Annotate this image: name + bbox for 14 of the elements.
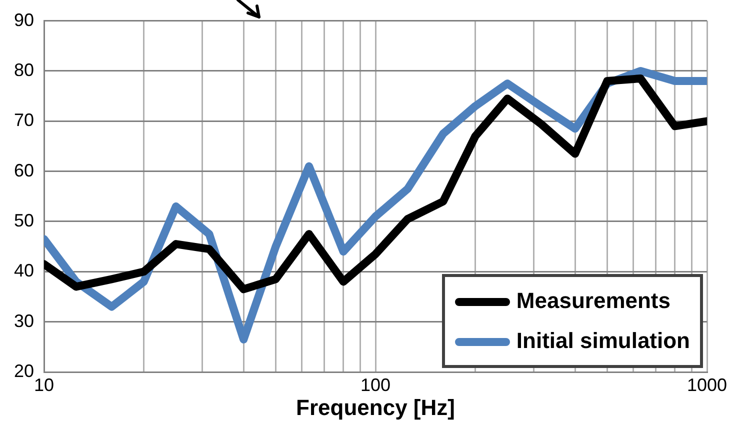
y-tick-label: 90 xyxy=(14,10,34,30)
y-tick-label: 50 xyxy=(14,210,34,230)
y-tick-label: 60 xyxy=(14,160,34,180)
y-tick-label: 80 xyxy=(14,60,34,80)
legend-label: Initial simulation xyxy=(516,328,690,353)
y-tick-label: 40 xyxy=(14,260,34,281)
y-tick-label: 70 xyxy=(14,110,34,130)
legend-label: Measurements xyxy=(516,288,670,313)
y-tick-label: 30 xyxy=(14,310,34,331)
y-tick-label: 20 xyxy=(14,360,34,381)
x-axis-title: Frequency [Hz] xyxy=(296,394,455,420)
x-tick-label: 1000 xyxy=(686,374,728,395)
x-tick-label: 100 xyxy=(360,374,391,395)
x-tick-label: 10 xyxy=(34,374,54,395)
